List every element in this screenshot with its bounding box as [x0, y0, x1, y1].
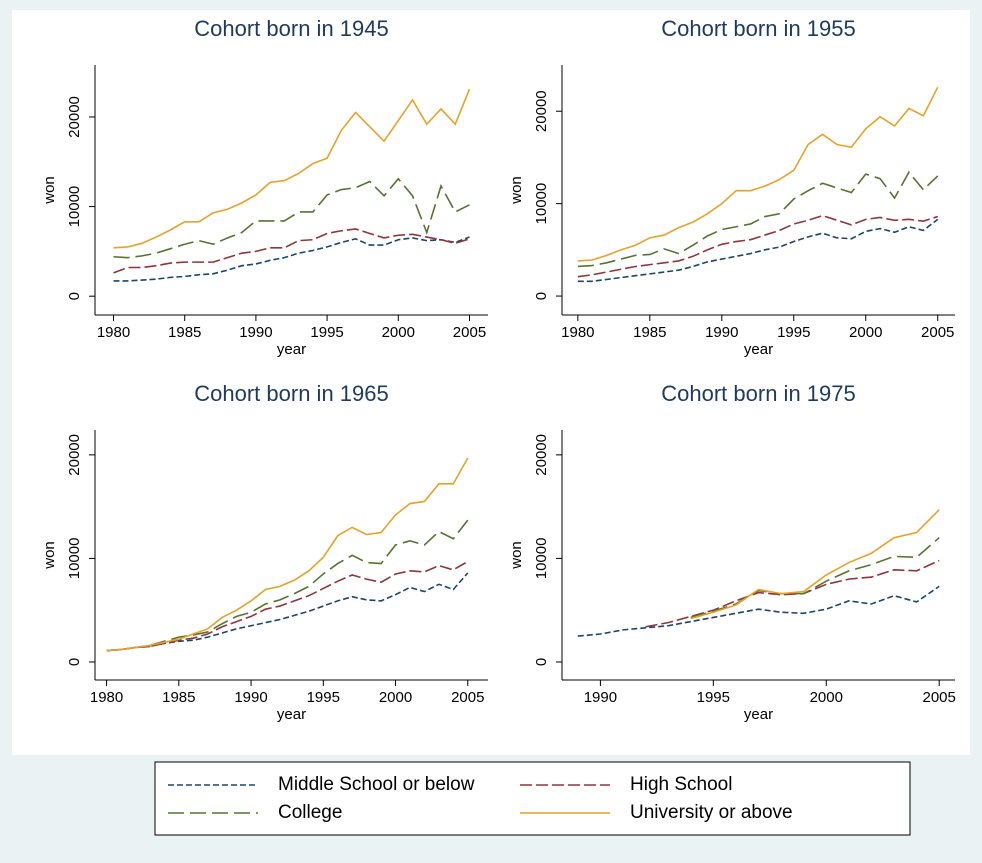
series-line	[645, 559, 940, 628]
panel-title: Cohort born in 1965	[194, 381, 388, 406]
y-tick-label: 20000	[66, 434, 83, 476]
plot-region	[95, 430, 488, 680]
plot-region	[562, 430, 955, 680]
legend-box	[154, 761, 911, 836]
x-tick-label: 2000	[810, 689, 843, 706]
x-tick-label: 1985	[633, 324, 666, 341]
y-tick-label: 10000	[66, 186, 83, 228]
legend-label: Middle School or below	[278, 774, 475, 795]
y-tick-label: 10000	[66, 538, 83, 580]
x-tick-label: 1990	[234, 689, 267, 706]
x-axis-label: year	[277, 341, 306, 358]
x-tick-label: 2000	[379, 689, 412, 706]
x-axis-label: year	[744, 706, 773, 723]
plot-region	[562, 65, 955, 315]
x-tick-label: 2005	[453, 324, 486, 341]
y-axis-label: won	[41, 176, 58, 205]
x-tick-label: 2005	[451, 689, 484, 706]
x-tick-label: 1980	[90, 689, 123, 706]
series-line	[113, 236, 470, 282]
series-line	[106, 519, 469, 652]
x-tick-label: 1985	[162, 689, 195, 706]
x-tick-label: 1980	[97, 324, 130, 341]
series-line	[113, 177, 470, 259]
y-tick-label: 20000	[66, 96, 83, 138]
x-tick-label: 1995	[777, 324, 810, 341]
x-tick-label: 1990	[584, 689, 617, 706]
series-line	[113, 88, 471, 249]
plot-region	[95, 65, 488, 315]
x-tick-label: 1990	[239, 324, 272, 341]
x-axis-label: year	[277, 706, 306, 723]
y-axis-label: won	[508, 541, 525, 570]
series-line	[577, 214, 938, 278]
x-axis-label: year	[744, 341, 773, 358]
series-line	[577, 218, 939, 283]
x-tick-label: 2000	[382, 324, 415, 341]
series-line	[577, 86, 939, 262]
y-tick-label: 10000	[533, 183, 550, 225]
y-tick-label: 10000	[533, 538, 550, 580]
x-tick-label: 1980	[561, 324, 594, 341]
y-tick-label: 0	[533, 292, 550, 300]
y-tick-label: 20000	[533, 90, 550, 132]
x-tick-label: 2005	[921, 324, 954, 341]
series-line	[577, 585, 940, 637]
x-tick-label: 1985	[168, 324, 201, 341]
y-tick-label: 0	[66, 292, 83, 300]
x-tick-label: 2000	[849, 324, 882, 341]
panel-title: Cohort born in 1955	[661, 16, 855, 41]
series-line	[690, 537, 940, 619]
x-tick-label: 1995	[307, 689, 340, 706]
series-line	[577, 170, 939, 268]
y-axis-label: won	[508, 176, 525, 205]
x-tick-label: 1995	[310, 324, 343, 341]
y-axis-label: won	[41, 541, 58, 570]
series-line	[690, 509, 940, 620]
x-tick-label: 1995	[697, 689, 730, 706]
y-tick-label: 0	[533, 658, 550, 666]
panel-title: Cohort born in 1945	[194, 16, 388, 41]
legend-label: College	[278, 802, 342, 823]
series-line	[106, 572, 469, 652]
y-tick-label: 0	[66, 658, 83, 666]
legend-label: High School	[630, 774, 732, 795]
legend-label: University or above	[630, 802, 793, 823]
panel-title: Cohort born in 1975	[661, 381, 855, 406]
series-line	[106, 457, 469, 652]
y-tick-label: 20000	[533, 434, 550, 476]
series-line	[113, 228, 470, 274]
x-tick-label: 1990	[705, 324, 738, 341]
x-tick-label: 2005	[923, 689, 956, 706]
